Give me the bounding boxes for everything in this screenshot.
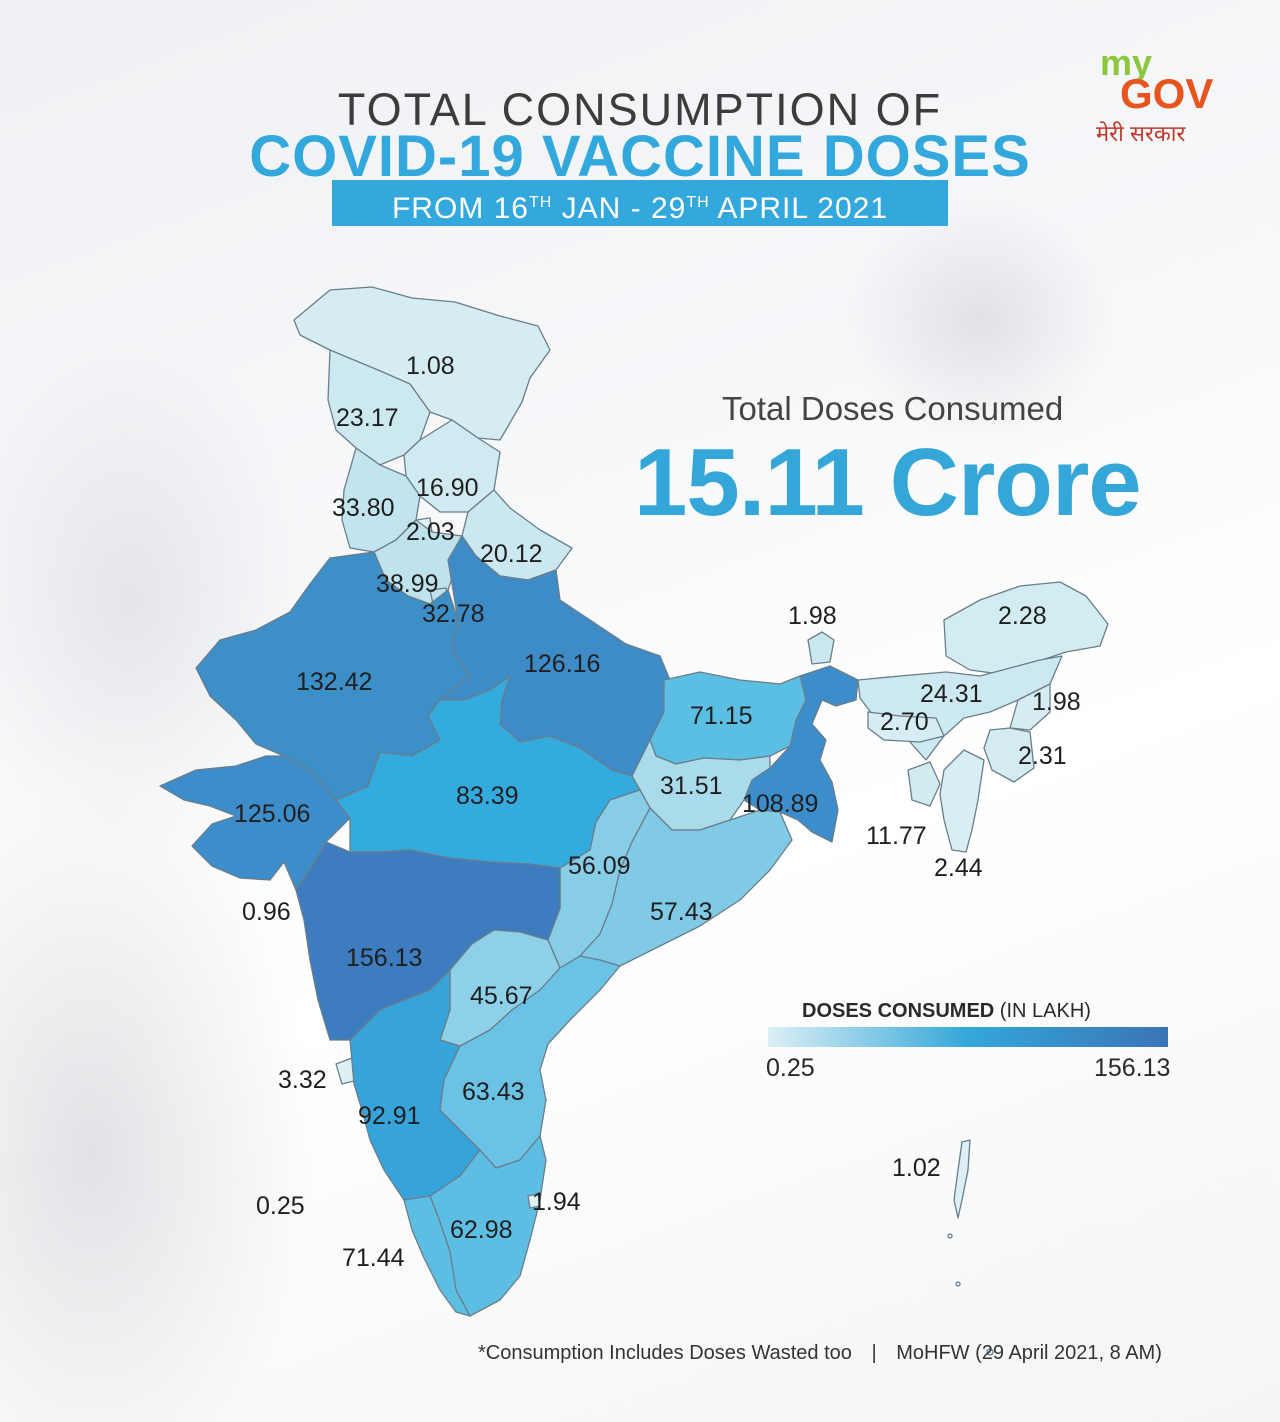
state-puducherry [527, 1193, 541, 1209]
label-gujarat: 125.06 [234, 800, 311, 828]
label-ladakh: 1.08 [406, 352, 455, 380]
island-dot [955, 1281, 961, 1287]
state-nagaland [1009, 683, 1051, 731]
label-maharashtra: 156.13 [346, 944, 423, 972]
label-chhattisgarh: 56.09 [568, 852, 631, 880]
label-delhi: 32.78 [422, 600, 485, 628]
state-west-bengal [743, 665, 859, 843]
label-assam: 24.31 [920, 680, 983, 708]
label-jharkhand: 31.51 [660, 772, 723, 800]
legend-max-value: 156.13 [1094, 1054, 1171, 1082]
legend-title: DOSES CONSUMED (IN LAKH) [802, 1000, 1091, 1023]
label-jammu-kashmir: 23.17 [336, 404, 399, 432]
total-doses-label: Total Doses Consumed [722, 390, 1064, 427]
label-nagaland: 1.98 [1032, 688, 1081, 716]
state-sikkim [807, 631, 835, 665]
date-sup-2: TH [686, 194, 710, 211]
label-west-bengal: 108.89 [742, 790, 819, 818]
date-sup-1: TH [528, 194, 553, 211]
label-tripura: 11.77 [866, 822, 927, 850]
label-bihar: 71.15 [690, 702, 753, 730]
total-doses-value: 15.11 Crore [634, 429, 1142, 536]
label-odisha: 57.43 [650, 898, 713, 926]
logo-my: my [1100, 42, 1153, 83]
legend-title-bold: DOSES CONSUMED [802, 1000, 995, 1022]
label-andaman-nicobar: 1.02 [892, 1154, 941, 1182]
legend-title-unit: (IN LAKH) [994, 1000, 1091, 1022]
date-from: FROM 16 [391, 192, 529, 225]
label-sikkim: 1.98 [788, 602, 837, 630]
label-puducherry: 1.94 [532, 1188, 581, 1216]
label-lakshadweep: 0.25 [256, 1192, 305, 1220]
state-andhra-pradesh [439, 955, 621, 1169]
label-punjab: 33.80 [332, 494, 395, 522]
island-dot [947, 1233, 953, 1239]
label-kerala: 71.44 [342, 1244, 405, 1272]
label-telangana: 45.67 [470, 982, 533, 1010]
state-andaman-nicobar [953, 1139, 971, 1219]
label-karnataka: 92.91 [358, 1102, 421, 1130]
state-odisha [579, 807, 793, 967]
label-goa: 3.32 [278, 1066, 327, 1094]
logo-gov: GOV [1120, 70, 1214, 117]
label-rajasthan: 132.42 [296, 668, 373, 696]
label-arunachal-pradesh: 2.28 [998, 602, 1047, 630]
label-tamil-nadu: 62.98 [450, 1216, 513, 1244]
label-himachal-pradesh: 16.90 [416, 474, 479, 502]
title-line-1: TOTAL CONSUMPTION OF [337, 84, 943, 135]
label-dnh-dd: 0.96 [242, 898, 291, 926]
mygov-logo: my GOV मेरी सरकार [1096, 42, 1226, 152]
title-line-2: COVID-19 VACCINE DOSES [249, 124, 1031, 189]
label-madhya-pradesh: 83.39 [456, 782, 519, 810]
state-meghalaya [867, 711, 945, 743]
island-dot [986, 1348, 994, 1356]
label-andhra-pradesh: 63.43 [462, 1078, 525, 1106]
date-range-banner: FROM 16TH JAN - 29TH APRIL 2021 [332, 180, 948, 226]
footer: *Consumption Includes Doses Wasted too |… [478, 1342, 1162, 1365]
logo-tagline: मेरी सरकार [1096, 121, 1186, 146]
footer-note: *Consumption Includes Doses Wasted too [478, 1342, 852, 1364]
legend-min-value: 0.25 [766, 1054, 815, 1082]
label-meghalaya: 2.70 [880, 708, 929, 736]
label-mizoram: 2.44 [934, 854, 983, 882]
label-haryana: 38.99 [376, 570, 439, 598]
legend-color-scale [768, 1027, 1168, 1047]
footer-source: MoHFW (29 April 2021, 8 AM) [896, 1342, 1162, 1364]
label-chandigarh: 2.03 [406, 518, 455, 546]
state-manipur [983, 727, 1035, 783]
state-mizoram [939, 749, 985, 853]
state-kerala [403, 1195, 471, 1317]
footer-separator: | [871, 1342, 877, 1364]
label-uttarakhand: 20.12 [480, 540, 543, 568]
state-tripura [907, 761, 941, 807]
label-manipur: 2.31 [1018, 742, 1067, 770]
date-mid: JAN - 29 [552, 192, 687, 225]
date-end: APRIL 2021 [709, 192, 889, 225]
state-arunachal-pradesh [943, 581, 1109, 675]
label-uttar-pradesh: 126.16 [524, 650, 601, 678]
